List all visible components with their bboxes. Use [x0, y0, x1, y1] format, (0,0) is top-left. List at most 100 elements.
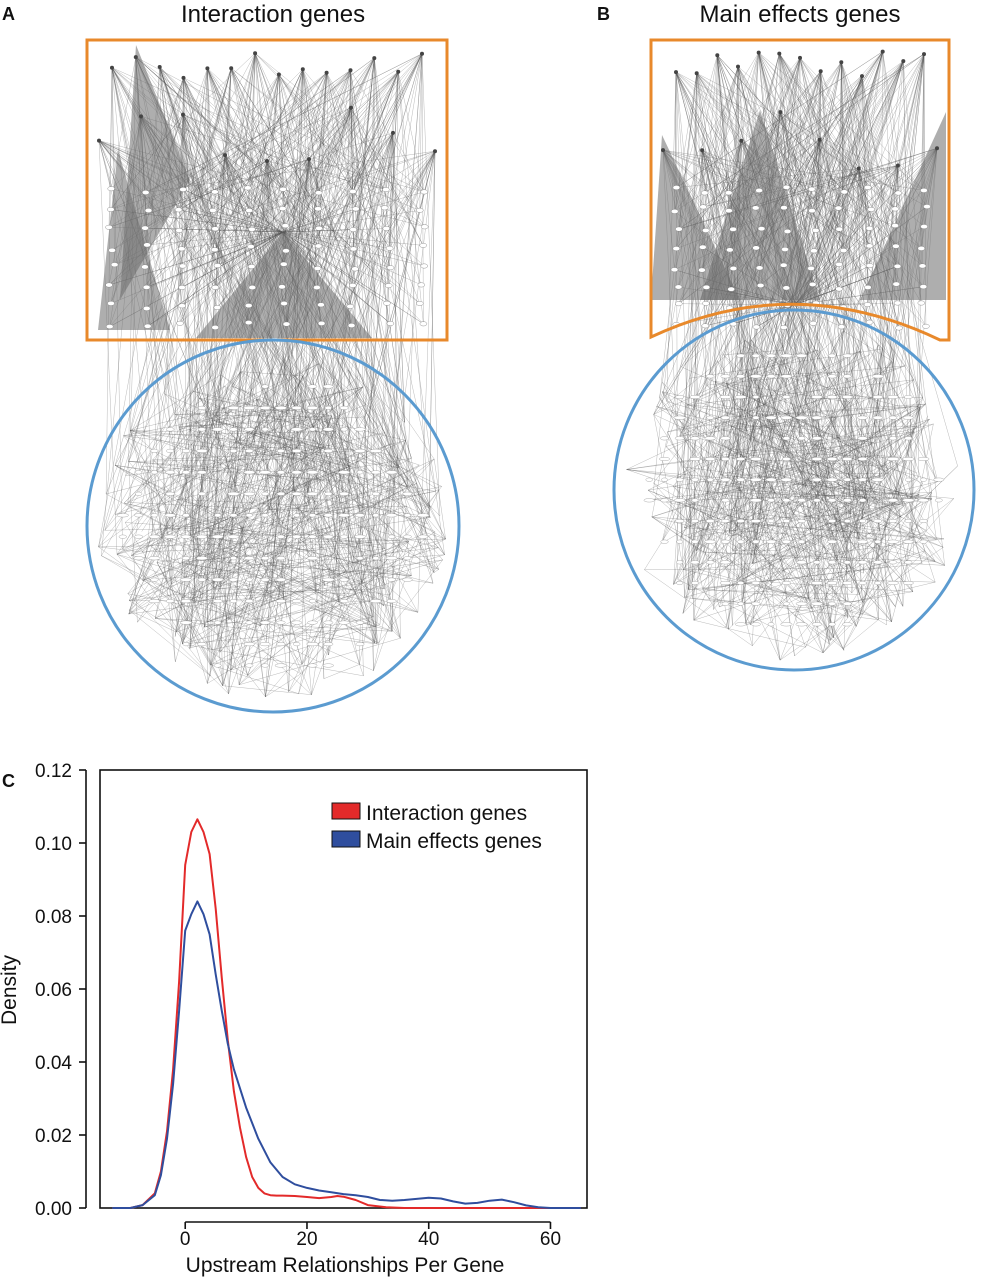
- gene-node: [706, 477, 714, 482]
- gene-node: [230, 556, 237, 561]
- gene-node: [782, 395, 791, 399]
- gene-node: [180, 620, 192, 625]
- gene-node: [385, 556, 398, 561]
- gene-node: [729, 226, 737, 232]
- gene-node: [349, 282, 357, 288]
- gene-node: [765, 415, 777, 420]
- gene-node: [248, 285, 257, 290]
- gene-node: [164, 513, 176, 518]
- gene-node: [351, 266, 359, 272]
- gene-node: [919, 284, 928, 290]
- gene-node: [386, 245, 394, 251]
- gene-node: [902, 581, 914, 585]
- gene-node: [282, 248, 290, 254]
- gene-node: [892, 243, 900, 249]
- gene-node: [306, 470, 319, 475]
- gene-node: [891, 206, 899, 212]
- gene-node: [166, 448, 175, 453]
- gene-node: [887, 581, 899, 585]
- gene-node: [750, 374, 762, 379]
- gene-node: [339, 491, 350, 496]
- gene-node: [259, 642, 271, 647]
- gene-node: [752, 539, 760, 544]
- hub-node: [694, 71, 699, 76]
- gene-node: [229, 599, 238, 604]
- gene-node: [247, 264, 256, 269]
- gene-node: [826, 395, 838, 399]
- gene-node: [403, 534, 412, 539]
- edge-fan-2: [700, 110, 820, 300]
- gene-node: [864, 184, 872, 190]
- gene-node: [721, 539, 730, 544]
- gene-node: [317, 302, 325, 308]
- gene-node: [417, 513, 430, 518]
- gene-node: [751, 622, 761, 627]
- gene-node: [795, 622, 808, 627]
- gene-node: [196, 534, 208, 539]
- gene-node: [315, 225, 323, 231]
- gene-node: [765, 477, 777, 482]
- gene-node: [180, 534, 192, 539]
- gene-node: [179, 187, 187, 192]
- gene-node: [894, 190, 902, 196]
- gene-node: [243, 470, 255, 475]
- gene-node: [796, 353, 808, 358]
- gene-node: [211, 189, 219, 195]
- gene-node: [672, 246, 680, 252]
- gene-node: [813, 498, 821, 503]
- gene-node: [902, 457, 915, 461]
- edge-fan-2: [120, 45, 190, 300]
- hub-node: [265, 159, 269, 163]
- gene-node: [276, 556, 286, 561]
- legend-label-main: Main effects genes: [366, 830, 542, 853]
- gene-node: [904, 436, 913, 441]
- gene-node: [735, 622, 747, 627]
- gene-node: [211, 427, 224, 432]
- gene-node: [866, 263, 874, 268]
- x-tick-label: 40: [418, 1229, 439, 1250]
- hub-node: [856, 166, 861, 171]
- network-nodes: [97, 51, 437, 668]
- hub-node: [935, 146, 939, 151]
- gene-node: [338, 470, 351, 475]
- hub-node: [372, 56, 377, 61]
- gene-node: [904, 560, 913, 565]
- gene-node: [279, 206, 287, 212]
- gene-node: [780, 353, 793, 358]
- gene-node: [844, 519, 851, 523]
- gene-node: [279, 186, 287, 192]
- gene-node: [385, 470, 398, 475]
- gene-node: [811, 415, 823, 420]
- gene-node: [807, 265, 815, 271]
- gene-node: [150, 577, 159, 582]
- gene-node: [133, 556, 144, 561]
- gene-node: [323, 448, 333, 453]
- gene-node: [721, 601, 730, 606]
- series-line-main: [112, 900, 581, 1209]
- gene-node: [808, 186, 816, 192]
- gene-node: [736, 353, 745, 358]
- gene-node: [182, 448, 190, 453]
- gene-node: [386, 265, 395, 271]
- gene-node: [293, 513, 300, 518]
- gene-node: [827, 374, 837, 379]
- gene-node: [314, 206, 322, 212]
- gene-node: [227, 491, 240, 496]
- gene-node: [721, 498, 730, 503]
- gene-node: [347, 323, 356, 328]
- gene-node: [105, 324, 114, 329]
- gene-node: [780, 205, 788, 211]
- gene-node: [402, 577, 413, 582]
- gene-node: [795, 601, 808, 606]
- gene-node: [110, 262, 119, 268]
- gene-node: [315, 190, 323, 196]
- gene-node: [675, 226, 683, 232]
- gene-node: [813, 560, 821, 565]
- gene-node: [274, 405, 287, 410]
- gene-node: [797, 436, 806, 441]
- gene-node: [721, 519, 730, 523]
- panel-b-title: Main effects genes: [699, 1, 900, 28]
- panel-c: C 0.00 0.02 0.04 0.06 0.08 0.10 0.12 0 20 40 60 D…: [0, 761, 588, 1277]
- gene-node: [148, 599, 161, 604]
- gene-node: [842, 353, 852, 358]
